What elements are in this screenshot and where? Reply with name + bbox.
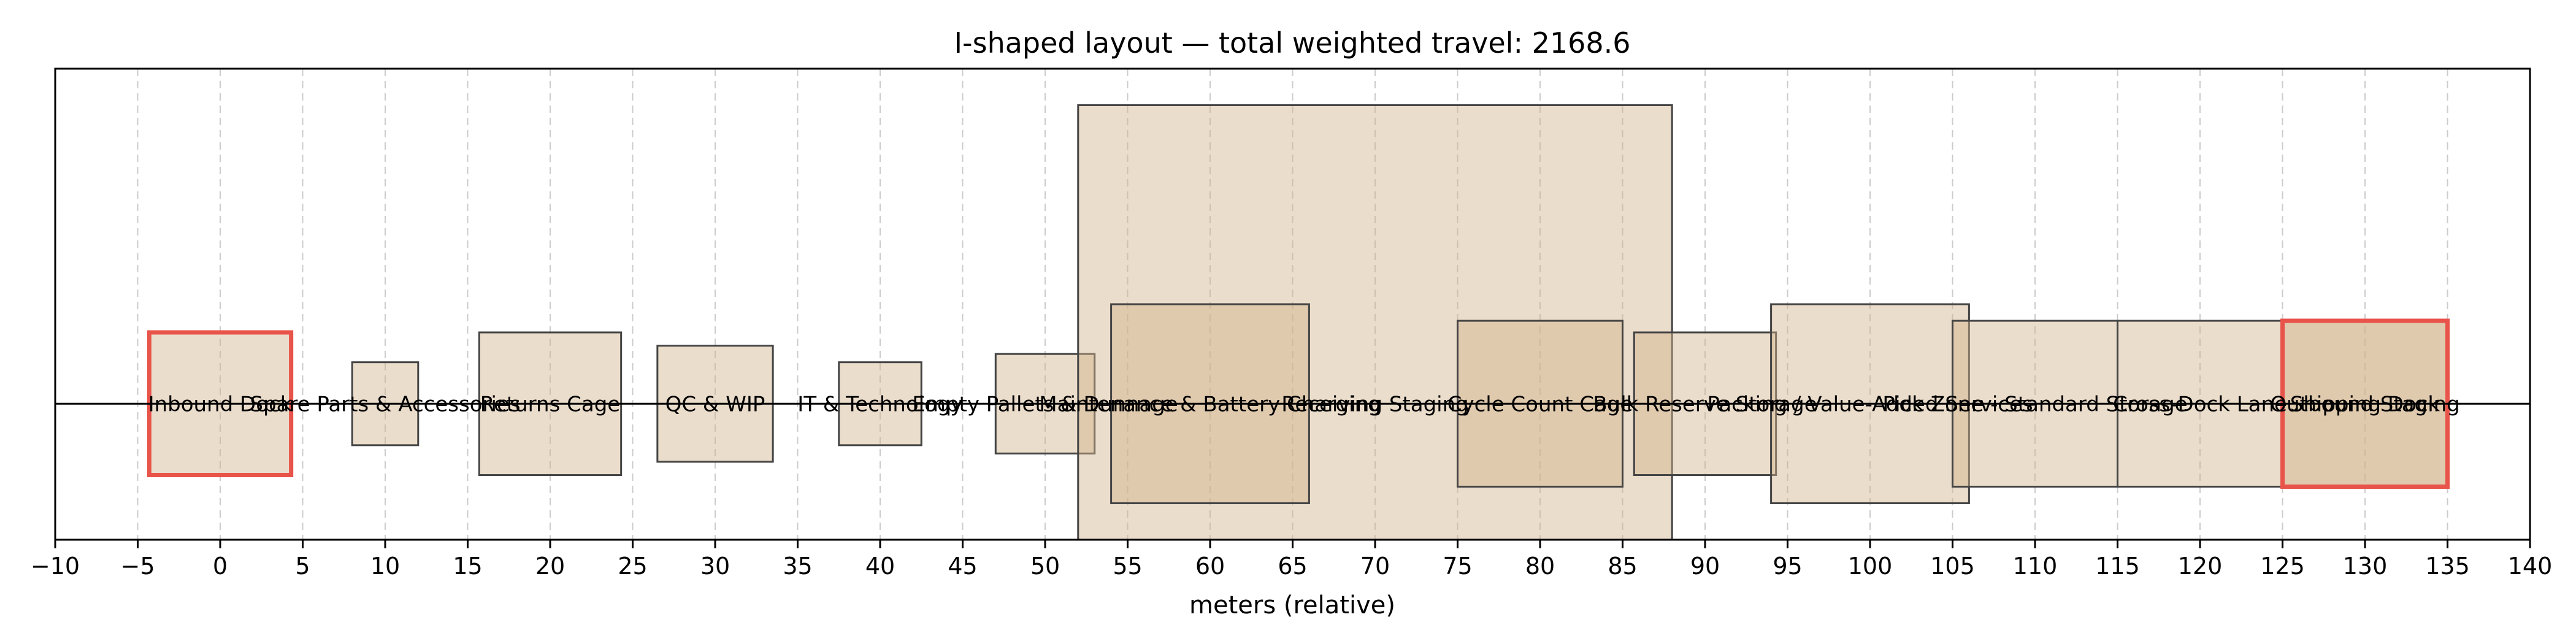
x-tick-label: 135 xyxy=(2425,553,2470,580)
x-tick-label: 15 xyxy=(453,553,482,580)
x-tick-label: 120 xyxy=(2178,553,2223,580)
x-tick-label: −10 xyxy=(31,553,80,580)
x-tick-label: 75 xyxy=(1443,553,1472,580)
x-tick-label: 125 xyxy=(2260,553,2305,580)
block-label: Receiving Staging xyxy=(1281,392,1469,416)
block-label: Returns Cage xyxy=(480,392,620,416)
x-tick-label: 110 xyxy=(2013,553,2058,580)
x-tick-label: 30 xyxy=(700,553,730,580)
block-label: Empty Pallets & Dunnage xyxy=(912,392,1178,416)
x-tick-label: 130 xyxy=(2343,553,2388,580)
block-label: IT & Technology xyxy=(797,392,962,416)
x-tick-label: 45 xyxy=(948,553,977,580)
block-label: QC & WIP xyxy=(665,392,765,416)
x-axis-ticks: −10 −5 0 5 10 15 20 25 30 35 40 45 50 55 60 65 70 75 80 85 9… xyxy=(31,540,2552,580)
blocks-layer xyxy=(147,104,2450,541)
x-tick-label: 90 xyxy=(1690,553,1720,580)
x-tick-label: −5 xyxy=(120,553,155,580)
x-tick-label: 70 xyxy=(1360,553,1390,580)
x-tick-label: 35 xyxy=(783,553,812,580)
block-label: Cross-Dock Lane xyxy=(2113,392,2287,416)
x-tick-label: 95 xyxy=(1773,553,1802,580)
x-tick-label: 20 xyxy=(535,553,565,580)
x-tick-label: 25 xyxy=(618,553,647,580)
block-label: Bulk Reserve Storage xyxy=(1593,392,1817,416)
x-tick-label: 60 xyxy=(1195,553,1225,580)
block-label: Maintenance & Battery Charging xyxy=(1039,392,1381,416)
x-tick-label: 85 xyxy=(1608,553,1637,580)
x-tick-label: 65 xyxy=(1278,553,1307,580)
x-tick-label: 50 xyxy=(1030,553,1060,580)
x-tick-label: 10 xyxy=(370,553,400,580)
block-label: Pick Zone - Standard Storage xyxy=(1882,392,2187,416)
block-label: Packing / Value-Added Services xyxy=(1707,392,2033,416)
block-label: Outbound Staging xyxy=(2270,392,2459,416)
x-tick-label: 40 xyxy=(865,553,895,580)
x-axis-label: meters (relative) xyxy=(1189,591,1395,619)
x-tick-label: 80 xyxy=(1525,553,1555,580)
x-tick-label: 55 xyxy=(1113,553,1142,580)
block-label: Cycle Count Cage xyxy=(1447,392,1633,416)
x-tick-label: 100 xyxy=(1848,553,1893,580)
x-tick-label: 5 xyxy=(295,553,310,580)
block-label: Shipping Dock xyxy=(2290,392,2440,416)
x-tick-label: 0 xyxy=(213,553,228,580)
x-tick-label: 140 xyxy=(2508,553,2553,580)
block-label: Inbound Dock xyxy=(148,392,293,416)
layout-block xyxy=(1077,104,1673,541)
x-tick-label: 105 xyxy=(1930,553,1975,580)
x-tick-label: 115 xyxy=(2095,553,2140,580)
block-label: Spare Parts & Accessories xyxy=(250,392,520,416)
chart-title: I-shaped layout — total weighted travel:… xyxy=(954,26,1630,59)
